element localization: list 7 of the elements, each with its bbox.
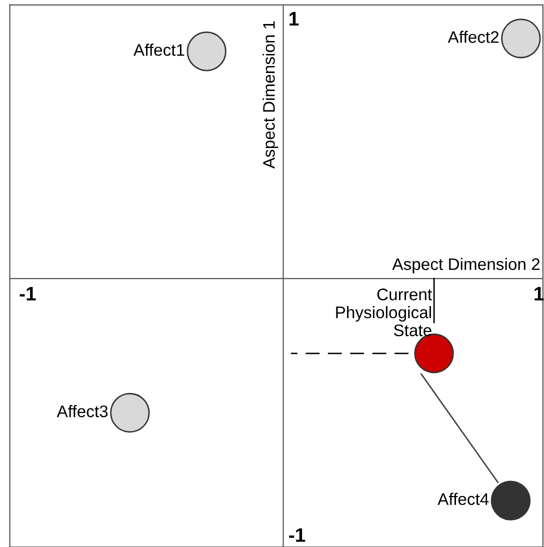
series-label: Affect3	[56, 405, 108, 418]
series-label: Affect4	[438, 492, 489, 506]
series-label: Affect2	[448, 30, 499, 43]
series-label: Affect1	[133, 44, 184, 56]
x-axis-title: Aspect Dimension 2	[392, 258, 540, 274]
y-axis-title: Aspect Dimension 1	[262, 21, 278, 169]
series-label: Current Physiological State	[336, 288, 432, 336]
